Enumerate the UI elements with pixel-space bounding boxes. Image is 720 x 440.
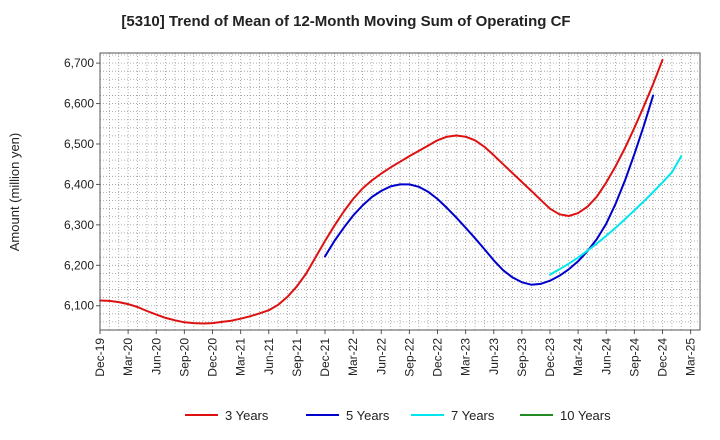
x-tick-label: Jun-23: [487, 338, 501, 375]
y-tick-label: 6,700: [64, 56, 94, 70]
x-tick-label: Sep-20: [177, 338, 191, 377]
x-tick-label: Sep-23: [515, 338, 529, 377]
x-tick-label: Jun-21: [262, 338, 276, 375]
x-tick-label: Jun-22: [374, 338, 388, 375]
legend-label-5-years: 5 Years: [346, 408, 390, 423]
x-tick-label: Sep-24: [627, 338, 641, 377]
y-tick-label: 6,500: [64, 137, 94, 151]
x-tick-label: Dec-23: [543, 338, 557, 377]
x-tick-label: Dec-22: [431, 338, 445, 377]
y-tick-label: 6,100: [64, 299, 94, 313]
x-tick-label: Mar-25: [684, 338, 698, 376]
y-tick-label: 6,600: [64, 97, 94, 111]
legend-label-10-years: 10 Years: [560, 408, 611, 423]
x-tick-label: Sep-21: [290, 338, 304, 377]
series-line-5-years: [324, 94, 655, 286]
x-tick-label: Dec-24: [656, 338, 670, 377]
x-tick-label: Jun-20: [149, 338, 163, 375]
chart-title: [5310] Trend of Mean of 12-Month Moving …: [121, 13, 570, 30]
y-tick-label: 6,300: [64, 218, 94, 232]
series-line-7-years: [549, 155, 683, 276]
y-axis-label: Amount (million yen): [7, 133, 22, 252]
x-axis: Dec-19 Mar-20 Jun-20 Sep-20 Dec-20 Mar-21 Jun-…: [93, 330, 698, 377]
x-tick-label: Mar-24: [571, 338, 585, 376]
legend-label-7-years: 7 Years: [451, 408, 495, 423]
x-tick-label: Sep-22: [402, 338, 416, 377]
x-tick-label: Mar-23: [459, 338, 473, 376]
x-tick-label: Mar-21: [234, 338, 248, 376]
legend-label-3-years: 3 Years: [225, 408, 269, 423]
series-lines: [99, 58, 683, 325]
x-tick-label: Mar-22: [346, 338, 360, 376]
series-line-3-years: [99, 58, 664, 325]
y-tick-label: 6,200: [64, 258, 94, 272]
x-tick-label: Dec-21: [318, 338, 332, 377]
x-tick-label: Mar-20: [121, 338, 135, 376]
y-axis: 6,100 6,200 6,300 6,400 6,500 6,600 6,700: [64, 56, 100, 313]
x-tick-label: Jun-24: [599, 338, 613, 375]
legend: 3 Years 5 Years 7 Years 10 Years: [185, 408, 611, 423]
y-tick-label: 6,400: [64, 177, 94, 191]
x-tick-label: Dec-20: [206, 338, 220, 377]
x-tick-label: Dec-19: [93, 338, 107, 377]
plot-frame: [99, 52, 701, 331]
